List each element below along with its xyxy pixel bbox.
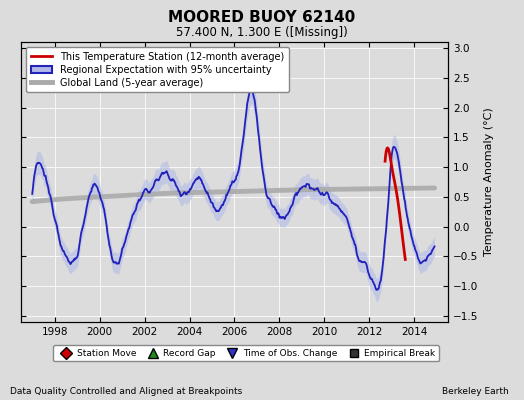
Text: 57.400 N, 1.300 E ([Missing]): 57.400 N, 1.300 E ([Missing]) — [176, 26, 348, 39]
Legend: This Temperature Station (12-month average), Regional Expectation with 95% uncer: This Temperature Station (12-month avera… — [26, 47, 289, 92]
Text: MOORED BUOY 62140: MOORED BUOY 62140 — [168, 10, 356, 25]
Y-axis label: Temperature Anomaly (°C): Temperature Anomaly (°C) — [484, 108, 494, 256]
Legend: Station Move, Record Gap, Time of Obs. Change, Empirical Break: Station Move, Record Gap, Time of Obs. C… — [53, 345, 439, 362]
Text: Data Quality Controlled and Aligned at Breakpoints: Data Quality Controlled and Aligned at B… — [10, 387, 243, 396]
Text: Berkeley Earth: Berkeley Earth — [442, 387, 508, 396]
